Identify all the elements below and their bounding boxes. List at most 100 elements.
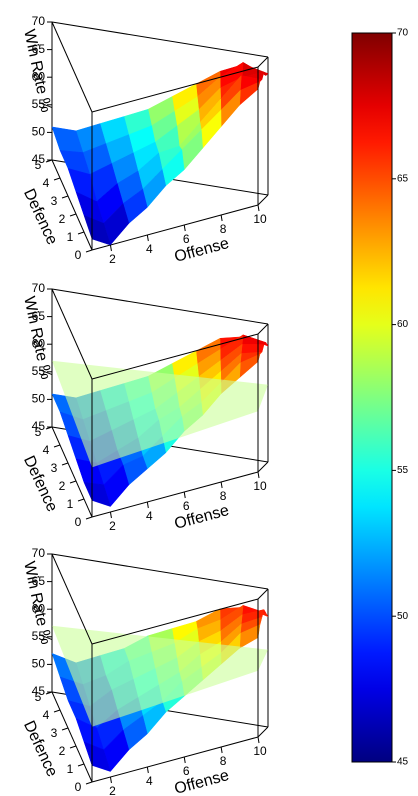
y-tick-label: 4 <box>43 176 50 190</box>
z-tick-label: 65 <box>32 574 46 588</box>
y-tick-label: 0 <box>75 780 82 794</box>
x-tick-label: 4 <box>146 509 153 523</box>
y-tick <box>53 709 61 713</box>
frame-edge <box>257 194 269 206</box>
frame-edge <box>51 21 93 113</box>
z-tick-label: 70 <box>32 281 46 295</box>
frame-edge <box>51 288 93 380</box>
x-tick-label: 10 <box>253 744 267 758</box>
y-tick-label: 0 <box>75 515 82 529</box>
colorbar-tick-label: 60 <box>397 319 409 330</box>
y-tick-label: 1 <box>67 497 74 511</box>
surface-panel: 455055606570246810012345OffenseDefenceWi… <box>20 281 269 533</box>
y-tick <box>85 249 93 253</box>
x-tick-label: 10 <box>253 479 267 493</box>
x-tick <box>183 756 186 764</box>
plane <box>52 625 268 727</box>
z-tick-label: 65 <box>32 309 46 323</box>
y-tick <box>45 159 53 163</box>
y-tick <box>77 763 85 767</box>
z-axis-label: Win Rate % <box>20 295 54 381</box>
surface-cell <box>241 334 267 345</box>
z-tick-label: 60 <box>32 601 46 615</box>
y-tick-label: 5 <box>35 158 42 172</box>
surface-panel: 455055606570246810012345OffenseDefenceWi… <box>20 546 269 796</box>
z-tick-label: 50 <box>32 392 46 406</box>
y-tick <box>77 231 85 235</box>
y-tick-label: 2 <box>59 479 66 493</box>
colorbar-tick-label: 65 <box>397 173 409 184</box>
x-tick <box>220 214 223 222</box>
frame-edge <box>91 471 259 518</box>
z-tick-label: 60 <box>32 336 46 350</box>
z-tick-label: 60 <box>32 69 46 83</box>
x-tick-label: 4 <box>146 242 153 256</box>
z-axis-label: Win Rate % <box>20 28 54 114</box>
colorbar-tick-label: 70 <box>397 28 409 39</box>
frame-edge <box>51 691 93 783</box>
x-tick <box>183 224 186 232</box>
z-tick-label: 55 <box>32 364 46 378</box>
x-tick-label: 6 <box>183 764 190 778</box>
surface-cell <box>83 214 111 246</box>
plane <box>52 360 268 468</box>
frame-edge <box>51 159 93 251</box>
x-tick <box>109 776 112 784</box>
y-tick <box>69 480 77 484</box>
frame-edge <box>91 598 259 645</box>
x-tick-label: 2 <box>109 519 116 533</box>
x-axis-label: Offense <box>173 502 231 533</box>
frame-edge <box>51 288 269 325</box>
frame-edge <box>51 553 93 645</box>
colorbar <box>351 32 393 763</box>
x-tick <box>183 491 186 499</box>
frame-edge <box>91 66 259 113</box>
frame-edge <box>91 736 259 783</box>
x-tick <box>109 511 112 519</box>
frame-edge <box>257 726 269 738</box>
y-tick-label: 3 <box>51 194 58 208</box>
z-tick-label: 65 <box>32 42 46 56</box>
y-tick-label: 2 <box>59 744 66 758</box>
y-tick-label: 5 <box>35 690 42 704</box>
frame-edge <box>91 333 259 380</box>
y-tick-label: 1 <box>67 762 74 776</box>
y-tick-label: 4 <box>43 708 50 722</box>
y-tick-label: 2 <box>59 212 66 226</box>
y-tick-label: 1 <box>67 230 74 244</box>
x-tick-label: 8 <box>220 489 227 503</box>
y-tick <box>85 516 93 520</box>
z-tick-label: 45 <box>32 419 46 433</box>
y-tick <box>77 498 85 502</box>
y-tick <box>85 781 93 785</box>
colorbar-tick-label: 50 <box>397 611 409 622</box>
y-tick-label: 3 <box>51 461 58 475</box>
y-tick <box>61 462 69 466</box>
x-tick-label: 2 <box>109 252 116 266</box>
z-tick-label: 50 <box>32 657 46 671</box>
y-tick <box>53 177 61 181</box>
y-tick <box>61 195 69 199</box>
frame-edge <box>91 204 259 251</box>
z-tick-label: 70 <box>32 546 46 560</box>
x-axis-label: Offense <box>173 235 231 266</box>
frame-edge <box>51 426 93 518</box>
y-tick <box>45 691 53 695</box>
z-tick-label: 50 <box>32 125 46 139</box>
surface-cell <box>83 741 111 772</box>
y-tick <box>45 426 53 430</box>
y-tick-label: 3 <box>51 726 58 740</box>
y-tick-label: 4 <box>43 443 50 457</box>
x-tick-label: 10 <box>253 212 267 226</box>
frame-edge <box>257 323 269 335</box>
z-tick-label: 45 <box>32 684 46 698</box>
x-tick <box>109 244 112 252</box>
x-tick <box>146 234 149 242</box>
frame-edge <box>257 56 269 68</box>
y-tick-label: 5 <box>35 425 42 439</box>
frame-edge <box>257 461 269 473</box>
z-tick-label: 70 <box>32 14 46 28</box>
frame-edge <box>51 21 269 58</box>
x-tick <box>220 746 223 754</box>
